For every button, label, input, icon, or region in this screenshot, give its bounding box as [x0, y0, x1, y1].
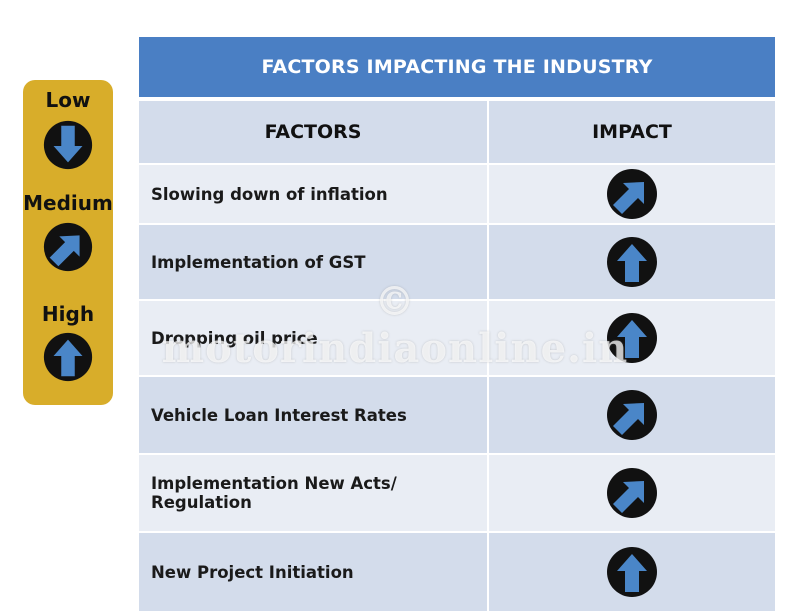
- legend-label-high: High: [41, 302, 95, 326]
- factor-label: Dropping oil price: [151, 328, 318, 348]
- factor-label: Implementation New Acts/ Regulation: [151, 474, 397, 512]
- arrow-diagonal-up-right-icon: [607, 169, 657, 219]
- arrow-diagonal-up-right-icon: [607, 390, 657, 440]
- factor-label: Implementation of GST: [151, 252, 366, 272]
- table-header-row: FACTORS IMPACT: [139, 101, 775, 163]
- arrow-up-icon: [607, 547, 657, 597]
- arrow-down-icon: [43, 120, 93, 170]
- table-row: Implementation New Acts/ Regulation: [139, 455, 775, 531]
- factor-label: Vehicle Loan Interest Rates: [151, 405, 407, 425]
- arrow-up-icon: [607, 237, 657, 287]
- table-row: Vehicle Loan Interest Rates: [139, 377, 775, 453]
- factor-label: New Project Initiation: [151, 562, 354, 582]
- column-header-impact: IMPACT: [487, 101, 775, 163]
- arrow-up-icon: [607, 313, 657, 363]
- impact-legend: Low Medium High: [23, 80, 113, 405]
- legend-label-low: Low: [45, 88, 91, 112]
- arrow-up-icon: [43, 332, 93, 382]
- arrow-diagonal-up-right-icon: [607, 468, 657, 518]
- table-row: Implementation of GST: [139, 225, 775, 299]
- factor-label: Slowing down of inflation: [151, 184, 388, 204]
- table-row: New Project Initiation: [139, 533, 775, 611]
- column-header-factors: FACTORS: [264, 121, 362, 143]
- arrow-diagonal-up-right-icon: [43, 222, 93, 272]
- legend-label-medium: Medium: [23, 191, 113, 215]
- table-row: Dropping oil price: [139, 301, 775, 375]
- table-title: FACTORS IMPACTING THE INDUSTRY: [139, 37, 775, 97]
- table-row: Slowing down of inflation: [139, 165, 775, 223]
